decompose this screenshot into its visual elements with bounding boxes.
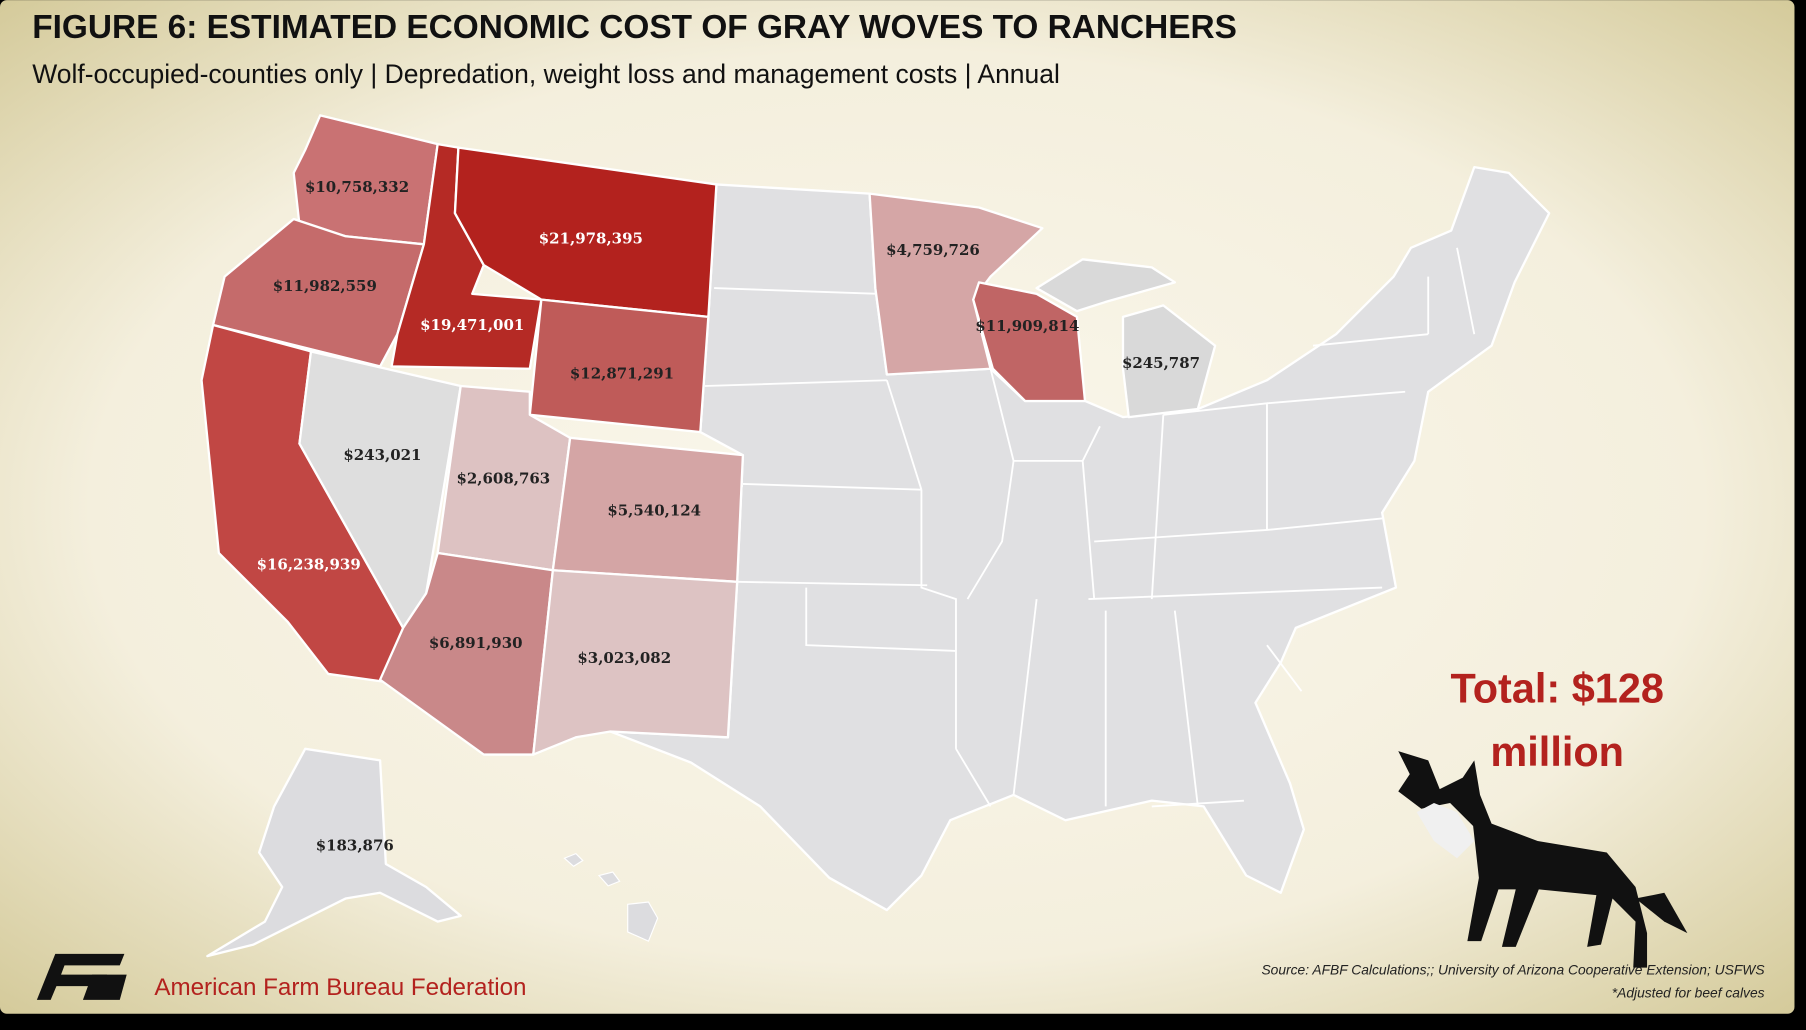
region-label: $16,238,939 (257, 556, 361, 574)
region-label: $21,978,395 (539, 230, 643, 248)
labels: $10,758,332 $11,982,559 $21,978,395 $19,… (257, 178, 1200, 855)
total: million (1490, 728, 1624, 775)
hawaii (563, 852, 659, 942)
state (1121, 304, 1217, 419)
title: FIGURE 6: ESTIMATED ECONOMIC COST OF GRA… (32, 9, 1237, 46)
region-label: $2,608,763 (456, 469, 550, 487)
states (200, 114, 1551, 958)
source: Source: AFBF Calculations;; University o… (1261, 962, 1765, 978)
region-label: $10,758,332 (305, 178, 409, 196)
total: Total: $128 (1450, 665, 1663, 712)
wolf-icon (1398, 751, 1688, 968)
region-label: $11,909,814 (975, 317, 1079, 335)
state (528, 298, 710, 434)
note: *Adjusted for beef calves (1612, 985, 1765, 1001)
region-label: $243,021 (343, 446, 421, 464)
region-label: $4,759,726 (886, 241, 980, 259)
subtitle: Wolf-occupied-counties only | Depredatio… (32, 59, 1060, 89)
region-label: $5,540,124 (607, 502, 701, 520)
state (211, 217, 426, 368)
region-label: $183,876 (316, 837, 394, 855)
organization: American Farm Bureau Federation (154, 974, 526, 1001)
state (972, 281, 1087, 403)
state (1035, 258, 1176, 313)
region-label: $12,871,291 (570, 364, 674, 382)
state (206, 747, 462, 958)
region-label: $6,891,930 (429, 634, 523, 652)
region-label: $11,982,559 (273, 277, 377, 295)
region-label: $19,471,001 (420, 316, 524, 334)
region-label: $245,787 (1122, 354, 1200, 372)
region-label: $3,023,082 (577, 649, 671, 667)
state (532, 569, 739, 756)
